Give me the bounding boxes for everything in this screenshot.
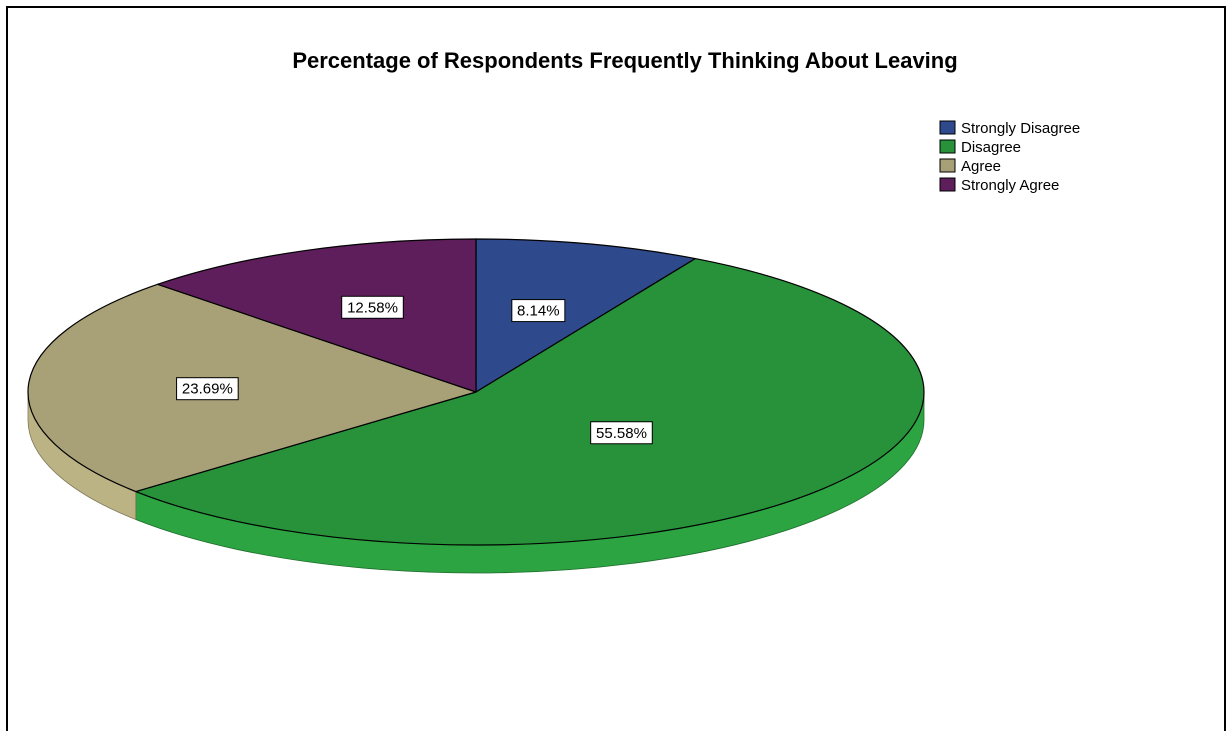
legend-swatch — [939, 177, 956, 192]
legend-label: Strongly Agree — [961, 177, 1059, 194]
legend-swatch — [939, 139, 956, 154]
pie-data-labels: 8.14% 55.58% 23.69% 12.58% — [176, 295, 653, 445]
legend-label: Strongly Disagree — [961, 120, 1080, 137]
legend: Strongly Disagree Disagree Agree Strongly A… — [939, 120, 1080, 194]
legend-item-agree: Agree — [939, 158, 1001, 175]
data-label-box — [590, 421, 653, 445]
legend-swatch — [939, 158, 956, 173]
legend-label: Disagree — [961, 139, 1021, 156]
data-label-strongly-agree: 12.58% — [341, 295, 404, 319]
data-label-text: 55.58% — [596, 425, 647, 442]
chart-title: Percentage of Respondents Frequently Thi… — [292, 48, 957, 73]
pie-slice-strongly-disagree — [475, 238, 696, 393]
legend-label: Agree — [961, 158, 1001, 175]
legend-item-strongly-agree: Strongly Agree — [939, 177, 1059, 194]
data-label-box — [176, 377, 239, 401]
data-label-box — [341, 295, 404, 319]
data-label-agree: 23.69% — [176, 377, 239, 401]
data-label-text: 23.69% — [182, 381, 233, 398]
legend-swatch — [939, 120, 956, 135]
data-label-text: 12.58% — [347, 299, 398, 316]
pie-slice-agree — [27, 283, 477, 493]
pie-slice-strongly-agree — [157, 238, 477, 393]
data-label-text: 8.14% — [517, 303, 560, 320]
data-label-strongly-disagree: 8.14% — [511, 299, 566, 323]
pie-slice-disagree — [135, 257, 925, 546]
data-label-disagree: 55.58% — [590, 421, 653, 445]
legend-item-disagree: Disagree — [939, 139, 1021, 156]
legend-item-strongly-disagree: Strongly Disagree — [939, 120, 1080, 137]
data-label-box — [511, 299, 566, 323]
chart-frame — [6, 6, 1226, 731]
pie-slices — [27, 238, 925, 546]
